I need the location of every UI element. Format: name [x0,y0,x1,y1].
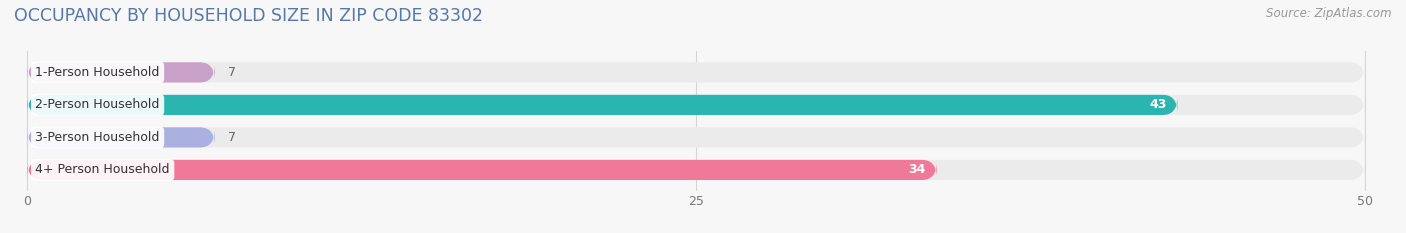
FancyBboxPatch shape [28,160,936,180]
FancyBboxPatch shape [28,62,1364,82]
Text: 7: 7 [228,131,236,144]
FancyBboxPatch shape [28,95,1177,115]
Text: 1-Person Household: 1-Person Household [35,66,160,79]
Text: 4+ Person Household: 4+ Person Household [35,163,170,176]
Text: 34: 34 [908,163,927,176]
FancyBboxPatch shape [28,160,1364,180]
FancyBboxPatch shape [28,62,215,82]
Text: 3-Person Household: 3-Person Household [35,131,160,144]
Text: 43: 43 [1149,98,1167,111]
FancyBboxPatch shape [28,95,1364,115]
Text: 7: 7 [228,66,236,79]
Text: 2-Person Household: 2-Person Household [35,98,160,111]
Text: OCCUPANCY BY HOUSEHOLD SIZE IN ZIP CODE 83302: OCCUPANCY BY HOUSEHOLD SIZE IN ZIP CODE … [14,7,484,25]
Text: Source: ZipAtlas.com: Source: ZipAtlas.com [1267,7,1392,20]
FancyBboxPatch shape [28,127,1364,147]
FancyBboxPatch shape [28,127,215,147]
